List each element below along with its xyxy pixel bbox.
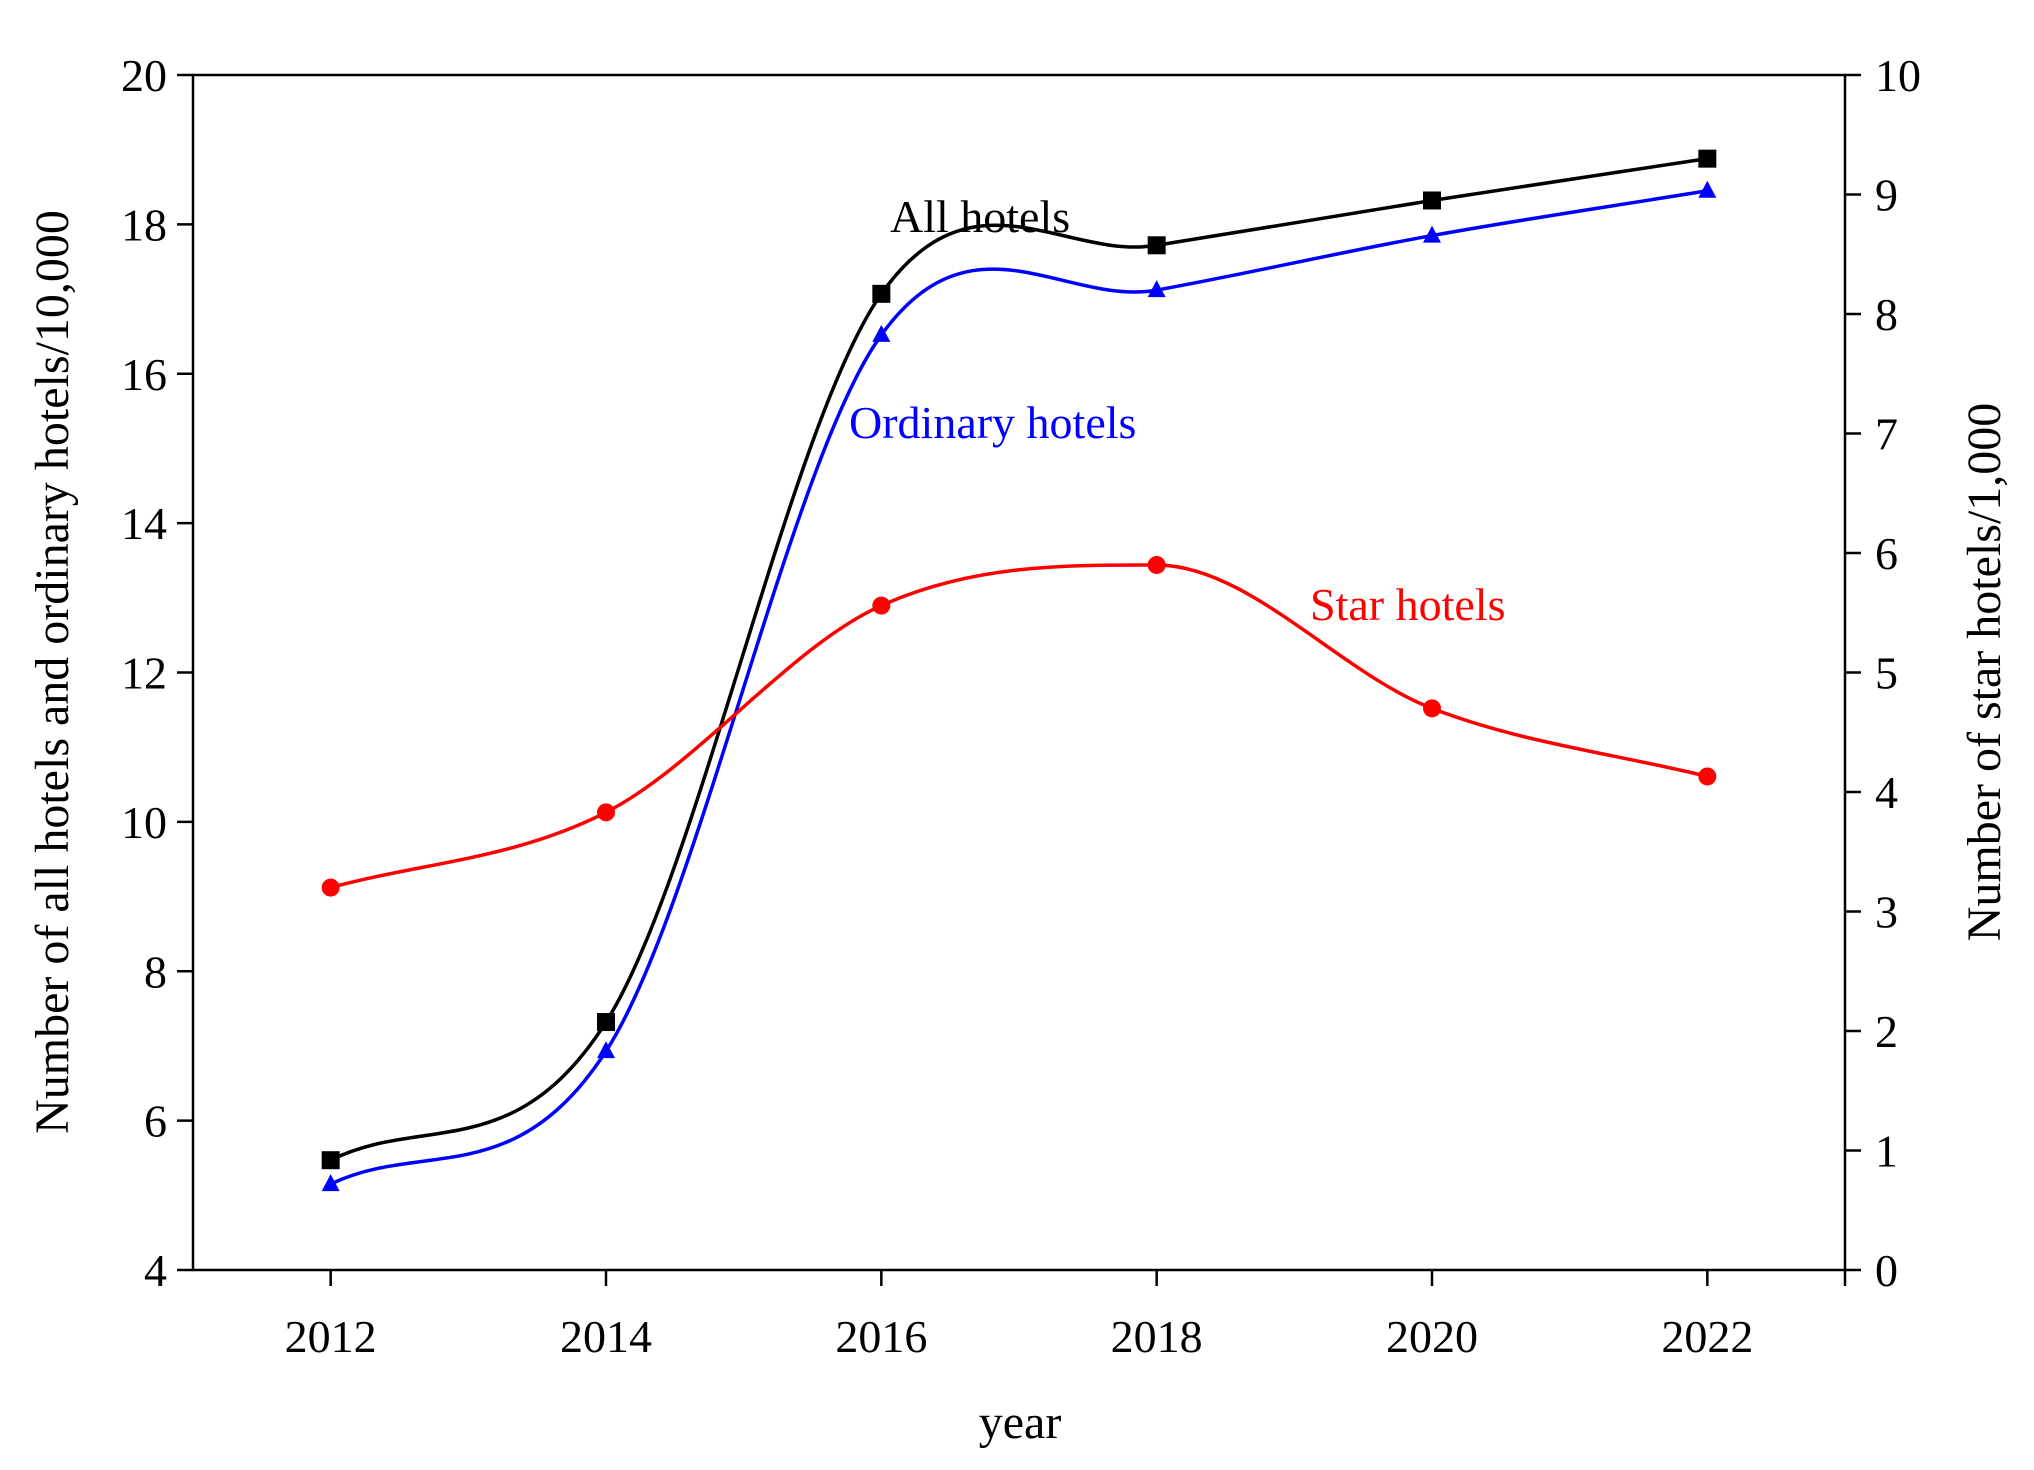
all-hotels-line — [329, 156, 1708, 1162]
series-lines — [329, 156, 1708, 1186]
y-right-tick-label: 10 — [1875, 50, 1921, 101]
star-hotels-marker — [1423, 699, 1441, 718]
star-hotels-marker — [1147, 555, 1166, 574]
y-right-tick-label: 3 — [1875, 887, 1898, 938]
ordinary-hotels-marker — [597, 1041, 615, 1059]
ordinary-hotels-marker — [1147, 280, 1166, 298]
plot-border — [191, 73, 1847, 1272]
star-hotels-line — [330, 563, 1708, 890]
y-left-tick-label: 20 — [121, 50, 167, 101]
y-left-tick-label: 16 — [121, 349, 167, 400]
y-right-tick-label: 9 — [1875, 170, 1898, 221]
x-tick-label: 2016 — [835, 1311, 927, 1362]
y-right-tick-label: 2 — [1875, 1006, 1898, 1057]
all-hotels-marker — [597, 1013, 615, 1032]
y-left-tick-label: 10 — [121, 797, 167, 848]
star-hotels-marker — [872, 596, 891, 615]
y-left-tick-label: 4 — [144, 1245, 167, 1296]
series-labels: All hotels Ordinary hotels Star hotels — [849, 191, 1505, 630]
x-tick-label: 2012 — [285, 1311, 377, 1362]
x-tick-label: 2022 — [1661, 1311, 1753, 1362]
star-hotels-marker — [597, 803, 615, 822]
x-tick-label: 2014 — [560, 1311, 652, 1362]
y-right-tick-label: 7 — [1875, 409, 1898, 460]
y-right-tick-label: 0 — [1875, 1245, 1898, 1296]
x-axis: 2012 2014 2016 2018 2020 2022 — [285, 1270, 1847, 1362]
y-axis-left-title: Number of all hotels and ordinary hotels… — [26, 210, 79, 1134]
plot-frame — [191, 73, 1847, 1272]
star-hotels-marker — [1698, 767, 1717, 786]
y-left-tick-label: 8 — [144, 946, 167, 997]
y-left-tick-label: 14 — [121, 498, 167, 549]
all-hotels-marker — [1698, 149, 1717, 168]
y-axis-left: 4 6 8 10 12 14 16 18 20 — [121, 50, 193, 1296]
ordinary-hotels-marker — [1423, 225, 1441, 243]
x-axis-title: year — [979, 1396, 1062, 1449]
ordinary-hotels-marker — [1698, 180, 1717, 198]
ordinary-hotels-line — [329, 189, 1708, 1186]
all-hotels-label: All hotels — [890, 191, 1070, 242]
y-right-tick-label: 1 — [1875, 1126, 1898, 1177]
y-right-tick-label: 5 — [1875, 648, 1898, 699]
star-hotels-label: Star hotels — [1310, 579, 1505, 630]
y-axis-right-title: Number of star hotels/1,000 — [1958, 403, 2011, 942]
series-markers — [321, 149, 1717, 1192]
all-hotels-marker — [1423, 191, 1441, 210]
x-tick-label: 2018 — [1111, 1311, 1203, 1362]
all-hotels-marker — [1147, 236, 1166, 255]
all-hotels-marker — [872, 284, 891, 303]
ordinary-hotels-marker — [872, 324, 891, 342]
y-left-tick-label: 12 — [121, 648, 167, 699]
all-hotels-marker — [321, 1151, 340, 1170]
y-right-tick-label: 8 — [1875, 289, 1898, 340]
y-left-tick-label: 18 — [121, 199, 167, 250]
y-right-tick-label: 6 — [1875, 528, 1898, 579]
ordinary-hotels-marker — [321, 1174, 340, 1192]
y-axis-right: 0 1 2 3 4 5 6 7 8 9 10 — [1845, 50, 1921, 1296]
star-hotels-marker — [321, 878, 340, 897]
y-left-tick-label: 6 — [144, 1096, 167, 1147]
y-right-tick-label: 4 — [1875, 767, 1898, 818]
ordinary-hotels-label: Ordinary hotels — [849, 397, 1136, 448]
x-tick-label: 2020 — [1386, 1311, 1478, 1362]
